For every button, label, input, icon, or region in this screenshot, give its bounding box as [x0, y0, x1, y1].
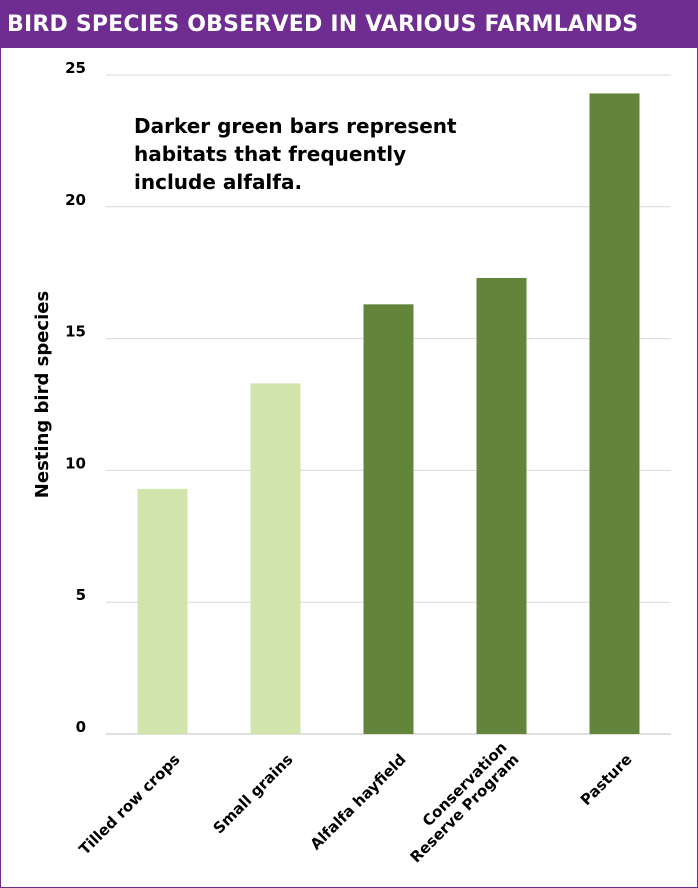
- x-tick-label: Alfalfa hayfield: [307, 750, 410, 853]
- y-tick-label: 25: [65, 59, 86, 77]
- y-axis-ticks: 0 5 10 15 20 25: [65, 59, 86, 736]
- y-tick-label: 20: [65, 191, 86, 209]
- bar: [250, 383, 301, 734]
- chart-title: BIRD SPECIES OBSERVED IN VARIOUS FARMLAN…: [1, 1, 697, 48]
- x-tick-label: Tilled row crops: [75, 750, 183, 858]
- annotation-line: Darker green bars represent: [134, 114, 457, 138]
- bar: [589, 93, 640, 734]
- x-tick-label: ConservationReserve Program: [395, 738, 523, 866]
- bar: [137, 488, 188, 734]
- x-axis-labels: Tilled row crops Small grains Alfalfa hayf…: [75, 738, 635, 866]
- bars: [137, 93, 640, 734]
- y-tick-label: 5: [76, 586, 86, 604]
- x-tick-label: Small grains: [210, 750, 297, 837]
- y-tick-label: 0: [76, 718, 86, 736]
- annotation-line: habitats that frequently: [134, 142, 406, 166]
- x-tick-label: Pasture: [577, 750, 636, 809]
- y-axis-title: Nesting bird species: [32, 291, 53, 498]
- bar-chart: 0 5 10 15 20 25 Tilled row crops Small grains A…: [32, 59, 671, 866]
- bar: [476, 277, 527, 734]
- annotation-line: include alfalfa.: [134, 170, 302, 194]
- bar: [363, 304, 414, 734]
- chart-annotation: Darker green bars represent habitats that…: [134, 114, 457, 194]
- y-tick-label: 15: [65, 323, 86, 341]
- y-tick-label: 10: [65, 454, 86, 472]
